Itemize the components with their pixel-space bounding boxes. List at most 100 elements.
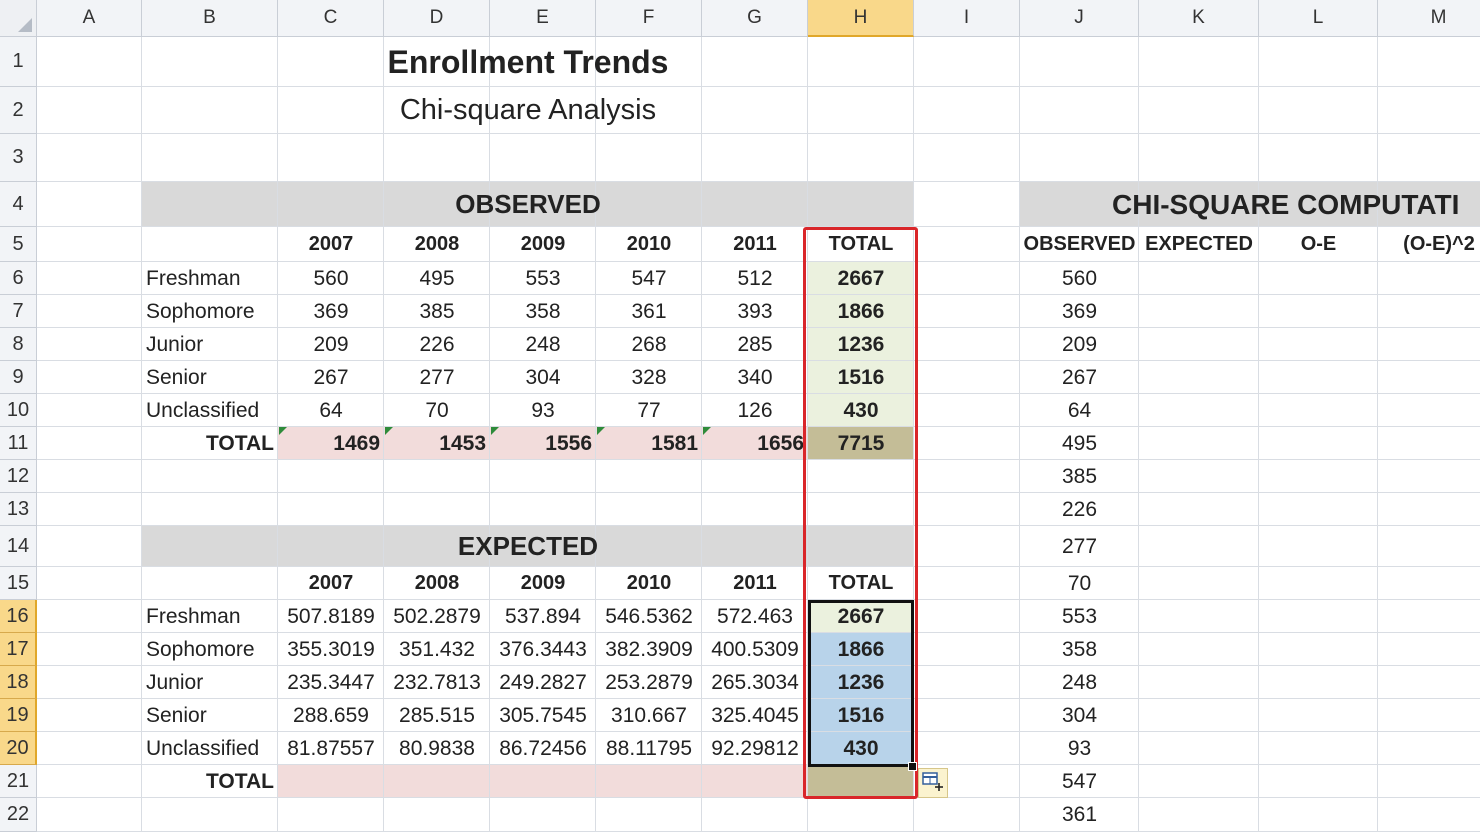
expected-value-cell[interactable]: 537.894: [505, 604, 581, 628]
expected-row-label[interactable]: Senior: [146, 703, 207, 727]
row-header-21[interactable]: 21: [0, 765, 37, 798]
column-header-d[interactable]: D: [384, 0, 490, 37]
observed-row-total[interactable]: 1866: [837, 299, 885, 323]
chi-col-header[interactable]: O-E: [1300, 233, 1337, 255]
chi-observed-cell[interactable]: 358: [1061, 637, 1098, 661]
column-header-m[interactable]: M: [1378, 0, 1480, 37]
observed-col-header[interactable]: TOTAL: [828, 233, 894, 255]
observed-value-cell[interactable]: 328: [631, 365, 667, 389]
chi-observed-cell[interactable]: 560: [1061, 266, 1098, 290]
expected-value-cell[interactable]: 546.5362: [605, 604, 693, 628]
expected-value-cell[interactable]: 325.4045: [711, 703, 799, 727]
column-header-k[interactable]: K: [1139, 0, 1259, 37]
row-header-2[interactable]: 2: [0, 87, 37, 134]
expected-total-label[interactable]: TOTAL: [205, 769, 274, 793]
fill-handle[interactable]: [908, 762, 917, 771]
expected-value-cell[interactable]: 265.3034: [711, 670, 799, 694]
expected-col-header[interactable]: 2010: [626, 572, 672, 594]
expected-value-cell[interactable]: 400.5309: [711, 637, 799, 661]
observed-value-cell[interactable]: 285: [737, 332, 773, 356]
observed-value-cell[interactable]: 340: [737, 365, 773, 389]
expected-col-header[interactable]: 2008: [414, 572, 460, 594]
chi-col-header[interactable]: (O-E)^2: [1403, 233, 1475, 255]
observed-value-cell[interactable]: 126: [737, 398, 773, 422]
autofill-options-icon[interactable]: [918, 768, 948, 798]
chi-observed-cell[interactable]: 93: [1067, 736, 1092, 760]
observed-value-cell[interactable]: 304: [525, 365, 561, 389]
row-header-11[interactable]: 11: [0, 427, 37, 460]
observed-value-cell[interactable]: 393: [737, 299, 773, 323]
observed-value-cell[interactable]: 361: [631, 299, 667, 323]
expected-value-cell[interactable]: 376.3443: [499, 637, 587, 661]
chi-observed-cell[interactable]: 553: [1061, 604, 1098, 628]
expected-row-total[interactable]: 1516: [837, 703, 885, 727]
observed-col-header[interactable]: 2008: [414, 233, 460, 255]
chi-observed-cell[interactable]: 369: [1061, 299, 1098, 323]
observed-value-cell[interactable]: 226: [419, 332, 455, 356]
row-header-19[interactable]: 19: [0, 699, 37, 732]
expected-value-cell[interactable]: 310.667: [611, 703, 687, 727]
observed-value-cell[interactable]: 560: [313, 266, 349, 290]
observed-value-cell[interactable]: 512: [737, 266, 773, 290]
observed-value-cell[interactable]: 268: [631, 332, 667, 356]
observed-col-total[interactable]: 1556: [545, 431, 592, 455]
column-header-f[interactable]: F: [596, 0, 702, 37]
row-header-13[interactable]: 13: [0, 493, 37, 526]
column-header-a[interactable]: A: [37, 0, 142, 37]
observed-value-cell[interactable]: 64: [319, 398, 343, 422]
row-header-1[interactable]: 1: [0, 37, 37, 87]
observed-row-label[interactable]: Junior: [146, 332, 204, 356]
row-header-5[interactable]: 5: [0, 227, 37, 262]
expected-value-cell[interactable]: 382.3909: [605, 637, 693, 661]
expected-value-cell[interactable]: 288.659: [293, 703, 369, 727]
observed-row-total[interactable]: 430: [843, 398, 879, 422]
chi-observed-cell[interactable]: 209: [1061, 332, 1098, 356]
expected-value-cell[interactable]: 235.3447: [287, 670, 375, 694]
observed-col-total[interactable]: 1453: [439, 431, 486, 455]
expected-value-cell[interactable]: 232.7813: [393, 670, 481, 694]
expected-value-cell[interactable]: 81.87557: [287, 736, 375, 760]
observed-row-label[interactable]: Sophomore: [146, 299, 255, 323]
expected-value-cell[interactable]: 507.8189: [287, 604, 375, 628]
row-header-10[interactable]: 10: [0, 394, 37, 427]
row-header-14[interactable]: 14: [0, 526, 37, 567]
expected-row-total[interactable]: 2667: [837, 604, 885, 628]
expected-col-header[interactable]: TOTAL: [828, 572, 894, 594]
observed-value-cell[interactable]: 70: [425, 398, 449, 422]
expected-value-cell[interactable]: 92.29812: [711, 736, 799, 760]
expected-value-cell[interactable]: 80.9838: [399, 736, 475, 760]
observed-value-cell[interactable]: 209: [313, 332, 349, 356]
observed-col-total[interactable]: 1581: [651, 431, 698, 455]
expected-value-cell[interactable]: 351.432: [399, 637, 475, 661]
expected-value-cell[interactable]: 305.7545: [499, 703, 587, 727]
row-header-16[interactable]: 16: [0, 600, 37, 633]
observed-value-cell[interactable]: 77: [637, 398, 661, 422]
column-header-b[interactable]: B: [142, 0, 278, 37]
observed-value-cell[interactable]: 277: [419, 365, 455, 389]
row-header-17[interactable]: 17: [0, 633, 37, 666]
row-header-12[interactable]: 12: [0, 460, 37, 493]
column-header-i[interactable]: I: [914, 0, 1020, 37]
observed-value-cell[interactable]: 267: [313, 365, 349, 389]
row-header-20[interactable]: 20: [0, 732, 37, 765]
expected-heading[interactable]: EXPECTED: [457, 531, 599, 561]
expected-col-header[interactable]: 2009: [520, 572, 566, 594]
chi-observed-cell[interactable]: 361: [1061, 803, 1098, 826]
column-header-l[interactable]: L: [1259, 0, 1378, 37]
column-header-e[interactable]: E: [490, 0, 596, 37]
observed-col-header[interactable]: 2010: [626, 233, 672, 255]
expected-value-cell[interactable]: 502.2879: [393, 604, 481, 628]
observed-total-label[interactable]: TOTAL: [205, 431, 274, 455]
chi-observed-cell[interactable]: 267: [1061, 365, 1098, 389]
chi-col-header[interactable]: OBSERVED: [1023, 233, 1136, 255]
expected-value-cell[interactable]: 355.3019: [287, 637, 375, 661]
observed-row-label[interactable]: Freshman: [146, 266, 241, 290]
chi-observed-cell[interactable]: 277: [1061, 534, 1098, 558]
observed-row-total[interactable]: 1236: [837, 332, 885, 356]
row-header-4[interactable]: 4: [0, 182, 37, 227]
expected-value-cell[interactable]: 86.72456: [499, 736, 587, 760]
chi-observed-cell[interactable]: 385: [1061, 464, 1098, 488]
row-header-3[interactable]: 3: [0, 134, 37, 182]
column-header-g[interactable]: G: [702, 0, 808, 37]
